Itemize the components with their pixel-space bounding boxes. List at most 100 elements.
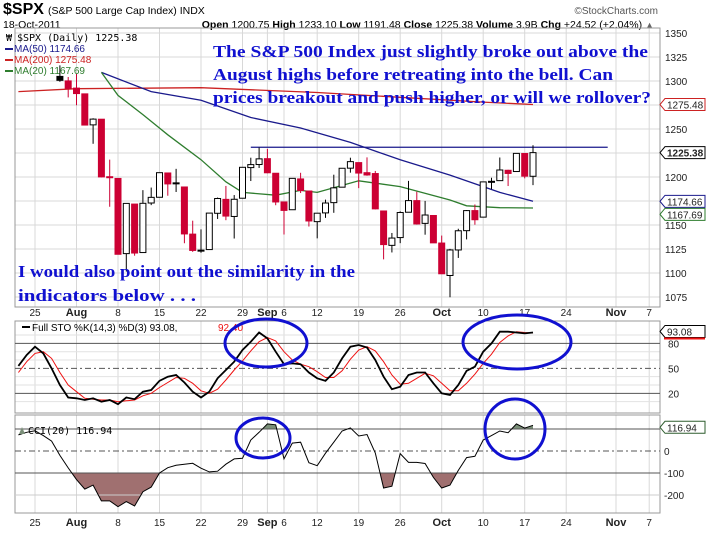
candle-body: [81, 93, 89, 126]
x-tick-label: 7: [646, 308, 652, 319]
candle: [338, 167, 346, 188]
legend-cci: CCI(20) 116.94: [28, 426, 112, 437]
candle-body: [214, 198, 222, 214]
sto-tag: 93.08: [659, 324, 706, 338]
candle-body: [263, 158, 271, 174]
candle-body: [280, 201, 288, 211]
candle-body: [205, 212, 213, 251]
annotation-main: The S&P 500 Index just slightly broke ou…: [213, 42, 651, 107]
x-tick-label: Oct: [433, 517, 452, 529]
legend-price: $SPX (Daily) 1225.38: [17, 33, 137, 44]
x-tick-label: 6: [281, 518, 287, 529]
legend-ma20: MA(20) 1167.69: [14, 66, 85, 77]
x-tick-label: Aug: [66, 307, 87, 319]
cci-panel: [15, 423, 660, 508]
price-tick-label: 1150: [665, 221, 687, 232]
candle: [288, 177, 296, 211]
candle-body: [521, 152, 529, 177]
annotation-line: prices breakout and push higher, or will…: [213, 88, 651, 107]
annotation-line: August highs before retreating into the …: [213, 65, 613, 84]
candle: [479, 181, 487, 218]
candle: [355, 162, 363, 189]
x-tick-label: 15: [154, 308, 166, 319]
candle-body: [429, 214, 437, 244]
candle-body: [255, 158, 263, 166]
candle-body: [463, 210, 471, 232]
candle-body: [197, 249, 205, 252]
candle: [396, 211, 404, 244]
x-tick-label: 26: [395, 308, 407, 319]
candle-body: [488, 180, 495, 183]
candle: [280, 201, 288, 235]
candle-body: [421, 214, 429, 224]
candle-body: [454, 230, 462, 251]
annotation-line: indicators below . . .: [18, 286, 196, 305]
candle: [172, 168, 180, 192]
candle-body: [322, 202, 329, 214]
stochastic-panel: [15, 330, 660, 406]
candle: [463, 210, 471, 240]
x-tick-label: Nov: [606, 307, 628, 319]
candle-body: [114, 177, 122, 255]
price-tag-ma20: 1167.69: [659, 207, 706, 221]
candle-body: [346, 161, 354, 169]
legend-ma200: MA(200) 1275.48: [14, 55, 92, 66]
price-tick-label: 1125: [665, 245, 687, 256]
candle-body: [529, 152, 537, 177]
highlight-ellipse: [461, 313, 573, 371]
x-tick-label: 12: [312, 518, 324, 529]
candle: [504, 169, 512, 187]
candle-body: [305, 190, 313, 222]
candle: [488, 177, 495, 190]
candle: [529, 145, 537, 186]
candle-body: [471, 210, 479, 221]
highlight-ellipse: [223, 317, 309, 369]
candle: [106, 159, 114, 207]
candle: [305, 190, 313, 227]
value-tag-label: 93.08: [667, 327, 692, 338]
highlight-ellipses: [223, 313, 573, 461]
x-tick-label: 8: [115, 308, 121, 319]
price-tag-ma50: 1174.66: [659, 194, 706, 208]
candle-body: [164, 172, 172, 185]
cci-tick-label: 0: [664, 447, 670, 458]
candle-body: [371, 173, 379, 210]
candle: [521, 152, 529, 179]
x-tick-label: 24: [561, 518, 573, 529]
candle: [64, 76, 72, 98]
candle-body: [413, 200, 421, 225]
candle-body: [380, 210, 388, 246]
candle-body: [338, 167, 346, 188]
panel-frame: [14, 320, 661, 414]
candle: [230, 195, 238, 239]
legend-ma200-swatch: [5, 59, 13, 61]
price-tick-label: 1350: [665, 29, 688, 40]
price-tick-label: 1250: [665, 125, 688, 136]
price-legend: ₩ $SPX (Daily) 1225.38 MA(50) 1174.66 MA…: [5, 33, 137, 77]
value-tag-label: 1167.69: [667, 210, 703, 221]
candle-body: [272, 172, 280, 203]
candle: [197, 229, 205, 253]
ma20-line: [100, 72, 534, 209]
candle: [454, 228, 462, 258]
x-tick-label: 19: [353, 518, 365, 529]
sto-tick-label: 20: [668, 389, 680, 400]
candle: [156, 172, 163, 198]
candle: [438, 235, 446, 275]
value-tag-box: [659, 146, 706, 160]
x-tick-label: 19: [353, 308, 365, 319]
candle-body: [446, 249, 454, 276]
legend-sto-swatch: [22, 326, 30, 328]
candle: [263, 148, 271, 174]
candle: [122, 202, 130, 272]
copyright: ©StockCharts.com: [574, 6, 658, 17]
candle-body: [222, 198, 230, 217]
x-tick-label: 29: [237, 518, 249, 529]
cci-tick-label: -100: [664, 469, 684, 480]
candle-body: [230, 198, 238, 217]
legend-price-icon: ₩: [6, 33, 13, 44]
candle: [89, 118, 97, 144]
candle: [255, 147, 263, 168]
value-tag-label: 1225.38: [667, 149, 704, 160]
x-tick-label: 6: [281, 308, 287, 319]
